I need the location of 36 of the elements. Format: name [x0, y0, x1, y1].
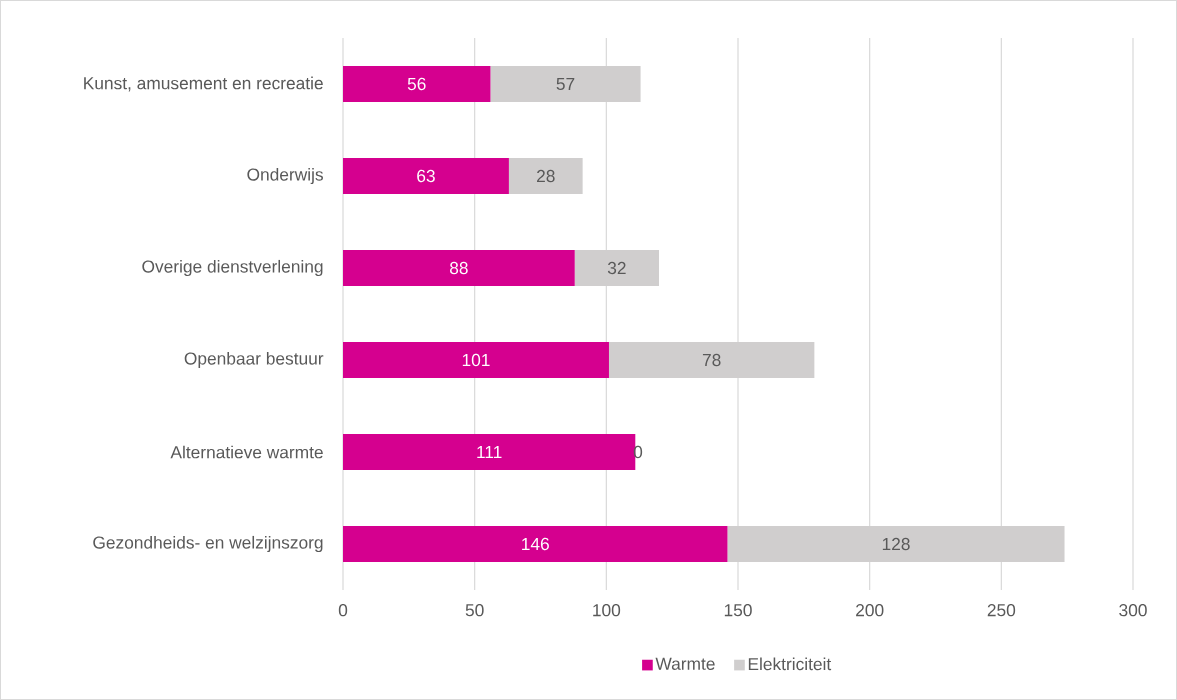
bar — [343, 158, 509, 195]
bar — [608, 342, 815, 379]
data-label: 128 — [882, 537, 910, 551]
x-tick-label: 150 — [724, 604, 752, 617]
legend-label: Elektriciteit — [748, 657, 832, 671]
bar — [574, 250, 659, 287]
x-tick-label: 300 — [1119, 604, 1147, 617]
bar — [727, 526, 1065, 563]
bar — [343, 526, 728, 563]
x-tick-label: 250 — [987, 604, 1016, 617]
bar — [343, 342, 609, 379]
y-tick-label: Overige dienstverlening — [142, 259, 323, 277]
data-label: 28 — [537, 169, 555, 183]
data-label: 63 — [417, 169, 435, 183]
y-tick-label: Onderwijs — [247, 167, 323, 185]
x-tick-label: 200 — [856, 604, 884, 617]
bar — [343, 66, 491, 103]
data-label: 146 — [522, 537, 549, 551]
data-label: 56 — [407, 77, 426, 91]
x-tick-label: 0 — [338, 604, 348, 617]
data-label: 111 — [477, 446, 502, 458]
data-label: 57 — [556, 77, 575, 91]
data-label: 32 — [607, 261, 626, 275]
data-label: 101 — [462, 353, 490, 367]
bar — [490, 66, 641, 103]
y-tick-label: Gezondheids- en welzijnszorg — [93, 535, 323, 553]
x-tick-label: 50 — [465, 604, 484, 617]
data-label: 78 — [702, 353, 721, 367]
data-label: 88 — [449, 261, 468, 275]
legend-label: Warmte — [655, 657, 715, 670]
bar — [508, 158, 583, 195]
x-tick-label: 100 — [593, 604, 621, 617]
y-tick-label: Openbaar bestuur — [184, 351, 324, 369]
y-tick-label: Alternatieve warmte — [170, 445, 323, 459]
y-tick-label: Kunst, amusement en recreatie — [84, 76, 323, 92]
bar — [343, 250, 575, 287]
